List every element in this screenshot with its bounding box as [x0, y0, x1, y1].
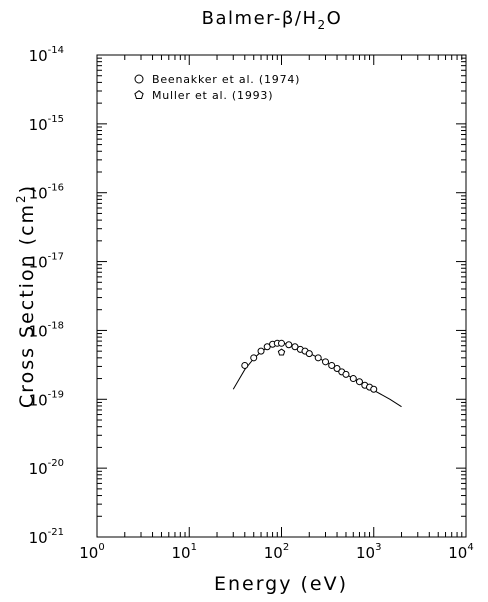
data-point-muller	[277, 348, 286, 356]
data-point-beenakker	[250, 354, 258, 362]
y-tick-label: 10-17	[29, 252, 64, 272]
chart-title-subscript: 2	[318, 18, 327, 32]
data-point-beenakker	[257, 347, 265, 355]
chart-title-tail: O	[327, 8, 343, 29]
y-tick-label: 10-15	[29, 114, 64, 134]
y-axis-label-main: Cross Section (cm	[16, 203, 38, 408]
x-tick-label: 103	[356, 542, 381, 562]
y-tick-label: 10-19	[29, 389, 64, 409]
x-axis-label: Energy (eV)	[214, 573, 348, 595]
data-point-beenakker	[305, 350, 313, 358]
y-tick-label: 10-20	[29, 458, 64, 478]
legend-label-series-2: Muller et al. (1993)	[152, 89, 273, 102]
data-point-beenakker	[349, 375, 357, 383]
data-point-beenakker	[241, 361, 249, 369]
legend-label-series-1: Beenakker et al. (1974)	[152, 73, 300, 86]
y-axis-label-tail: )	[16, 184, 38, 193]
data-point-beenakker	[333, 364, 341, 372]
y-axis-label-superscript: 2	[14, 193, 28, 203]
data-point-beenakker	[278, 339, 285, 347]
data-point-beenakker	[314, 354, 322, 362]
data-point-beenakker	[355, 378, 363, 386]
x-tick-label: 102	[264, 542, 289, 562]
y-ticks	[97, 57, 466, 538]
data-point-beenakker	[328, 361, 336, 369]
data-point-beenakker	[342, 370, 350, 378]
legend-marker-pentagon	[134, 90, 144, 99]
legend-marker-circle	[134, 74, 144, 84]
plot-frame	[96, 54, 467, 538]
y-axis-label: Cross Section (cm2)	[14, 184, 38, 408]
data-point-beenakker	[291, 343, 299, 351]
y-tick-label: 10-16	[29, 183, 64, 203]
x-tick-labels: 100 101 102 103 104	[79, 542, 473, 562]
data-point-beenakker	[322, 358, 330, 366]
data-points-layer	[241, 339, 378, 393]
x-tick-label: 100	[79, 542, 104, 562]
data-point-beenakker	[285, 341, 293, 349]
x-ticks	[96, 55, 463, 537]
y-tick-labels: 10-14 10-15 10-16 10-17 10-18 10-19 10-20 10-21	[29, 45, 64, 547]
legend: Beenakker et al. (1974) Muller et al. (1…	[134, 73, 300, 102]
data-point-beenakker	[370, 385, 378, 393]
chart-title: Balmer-β/H2O	[202, 8, 343, 32]
x-tick-label: 104	[448, 542, 473, 562]
y-tick-label: 10-18	[29, 320, 64, 340]
x-tick-label: 101	[172, 542, 197, 562]
chart-title-main: Balmer-β/H	[202, 8, 318, 29]
y-tick-label: 10-14	[29, 45, 64, 65]
y-tick-label: 10-21	[29, 527, 64, 547]
